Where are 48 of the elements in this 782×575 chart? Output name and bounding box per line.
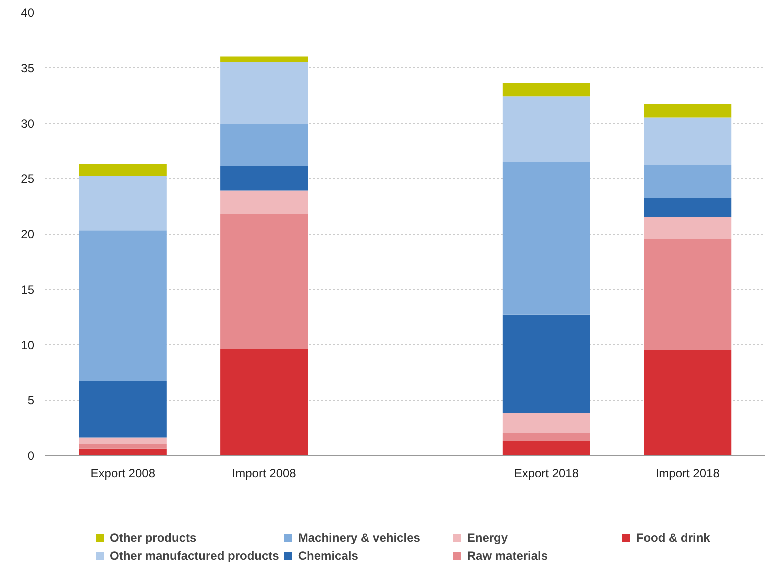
- bar: [220, 62, 308, 124]
- y-tick-label: 20: [21, 228, 35, 242]
- bar: [502, 314, 590, 414]
- bar: [220, 214, 308, 350]
- bar: [79, 444, 167, 449]
- bar: [79, 230, 167, 382]
- legend-label: Chemicals: [298, 549, 360, 563]
- bar: [79, 164, 167, 176]
- bar: [79, 381, 167, 438]
- bar: [502, 162, 590, 315]
- bar: [644, 118, 732, 166]
- y-tick-label: 5: [28, 394, 35, 408]
- bar: [220, 166, 308, 191]
- legend-label: Other products: [110, 531, 198, 545]
- bar: [220, 56, 308, 62]
- legend-label: Energy: [467, 531, 510, 545]
- bar: [644, 165, 732, 199]
- x-tick-label: Import 2008: [232, 466, 297, 480]
- y-tick-label: 0: [28, 449, 35, 463]
- bar: [79, 176, 167, 231]
- bar: [502, 433, 590, 442]
- y-tick-label: 25: [21, 172, 35, 186]
- y-tick-label: 40: [21, 6, 35, 20]
- legend-label: Machinery & vehicles: [298, 531, 422, 545]
- x-tick-label: Import 2018: [656, 466, 720, 480]
- y-tick-label: 15: [21, 282, 35, 297]
- bar: [644, 350, 732, 456]
- x-tick-label: Export 2008: [90, 466, 156, 480]
- bar: [644, 240, 732, 350]
- bar: [644, 217, 732, 240]
- x-tick-label: Export 2018: [514, 466, 580, 480]
- legend-label: Food & drink: [636, 531, 712, 545]
- bar: [644, 198, 732, 218]
- bar: [79, 448, 167, 456]
- y-tick-label: 30: [21, 116, 35, 131]
- y-tick-label: 35: [21, 61, 35, 76]
- bar: [79, 438, 167, 444]
- bar: [220, 190, 308, 214]
- bar: [644, 104, 732, 118]
- bar: [502, 83, 590, 97]
- y-tick-label: 10: [21, 338, 35, 352]
- bar: [220, 124, 308, 166]
- bar: [220, 349, 308, 456]
- bar: [502, 441, 590, 456]
- legend-label: Raw materials: [467, 549, 550, 563]
- bar: [502, 413, 590, 434]
- legend-label: Other manufactured products: [110, 549, 280, 563]
- bar: [502, 96, 590, 162]
